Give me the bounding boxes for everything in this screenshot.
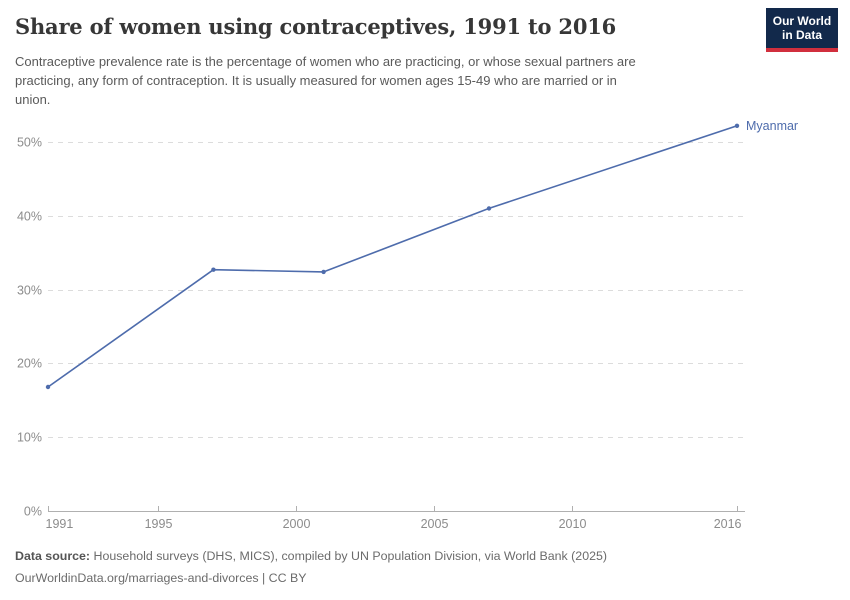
entity-label: Myanmar — [746, 119, 798, 133]
data-point — [321, 269, 326, 275]
y-axis-tick-label: 20% — [17, 357, 42, 371]
line-chart: 0% 10% 20% 30% 40% 50% 1991 1995 2000 2005 2010 201… — [17, 119, 798, 531]
x-axis-tick-label: 2016 — [714, 517, 742, 531]
x-axis-tick-label: 1995 — [145, 517, 173, 531]
owid-logo-text-line1: Our World — [772, 14, 832, 28]
chart-subtitle: Contraceptive prevalence rate is the per… — [15, 52, 735, 109]
data-point — [734, 123, 740, 128]
x-axis-tick-label: 2010 — [559, 517, 587, 531]
data-source-label: Data source: — [15, 549, 91, 563]
chart-footer: Data source: Household surveys (DHS, MIC… — [15, 546, 607, 589]
owid-logo-text-line2: in Data — [781, 28, 822, 42]
data-line — [47, 125, 738, 388]
x-axis-tick-label: 2000 — [283, 517, 311, 531]
data-source-line: Data source: Household surveys (DHS, MIC… — [15, 546, 607, 568]
y-axis-tick-label: 30% — [17, 284, 42, 298]
owid-logo: Our World in Data — [766, 8, 838, 52]
x-axis-tick-label: 2005 — [421, 517, 449, 531]
y-axis-tick-label: 40% — [17, 210, 42, 224]
data-point — [211, 267, 216, 272]
y-axis-tick-label: 0% — [24, 505, 42, 519]
y-axis-tick-label: 10% — [17, 431, 42, 445]
data-point — [45, 384, 51, 390]
data-source-text: Household surveys (DHS, MICS), compiled … — [90, 549, 608, 563]
chart-title: Share of women using contraceptives, 199… — [15, 14, 617, 39]
data-point — [486, 206, 492, 211]
chart-subtitle-line: union. — [15, 92, 51, 107]
chart-subtitle-line: Contraceptive prevalence rate is the per… — [15, 54, 636, 69]
y-axis-tick-label: 50% — [17, 136, 42, 150]
x-axis-tick-label: 1991 — [46, 517, 74, 531]
chart-subtitle-line: practicing, any form of contraception. I… — [15, 73, 617, 88]
citation-line: OurWorldinData.org/marriages-and-divorce… — [15, 570, 307, 585]
